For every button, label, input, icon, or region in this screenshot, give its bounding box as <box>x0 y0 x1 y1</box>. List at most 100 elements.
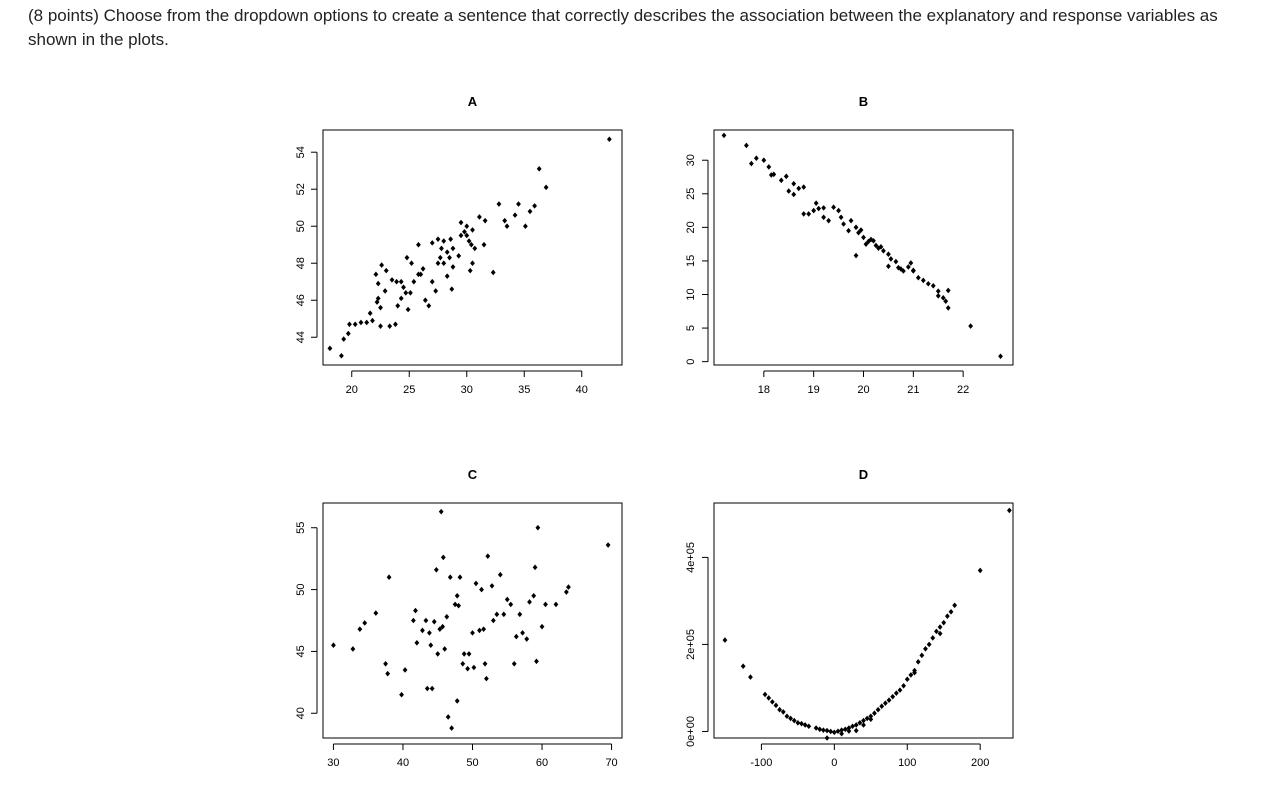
data-point <box>857 719 863 726</box>
x-tick-label: 20 <box>346 384 358 396</box>
data-point <box>743 142 749 149</box>
data-point <box>839 730 845 737</box>
x-tick-label: 70 <box>605 757 617 769</box>
data-point <box>536 166 542 172</box>
data-point <box>364 319 370 326</box>
data-point <box>908 260 914 266</box>
data-point <box>531 592 537 599</box>
data-point <box>773 702 779 709</box>
data-point <box>420 627 425 634</box>
data-point <box>437 626 443 632</box>
data-point <box>977 567 983 574</box>
data-point <box>327 345 333 352</box>
data-point <box>904 676 910 683</box>
data-point <box>362 620 368 626</box>
y-tick-label: 50 <box>295 220 307 232</box>
data-point <box>791 191 797 198</box>
data-point <box>401 284 406 291</box>
y-tick-label: 25 <box>685 188 697 200</box>
data-point <box>331 642 336 649</box>
y-tick-label: 40 <box>295 707 307 719</box>
data-point <box>358 319 364 326</box>
data-point <box>496 201 502 207</box>
y-tick-label: 52 <box>295 183 307 195</box>
data-point <box>411 278 417 285</box>
data-point <box>777 706 783 713</box>
plot-frame <box>713 129 1014 366</box>
x-tick-label: 21 <box>907 384 919 396</box>
data-point <box>926 641 932 648</box>
data-point <box>470 260 475 267</box>
data-point <box>477 214 482 220</box>
data-point <box>449 286 455 292</box>
data-point <box>824 727 830 734</box>
data-point <box>801 211 807 217</box>
data-point <box>403 290 409 296</box>
data-point <box>935 288 941 294</box>
data-point <box>389 277 395 283</box>
y-tick-label: 20 <box>685 221 697 233</box>
data-point <box>553 601 559 608</box>
data-point <box>943 298 949 305</box>
y-tick-label: 45 <box>295 645 307 657</box>
data-point <box>853 252 859 259</box>
data-point <box>824 735 830 741</box>
data-point <box>383 660 388 667</box>
data-point <box>791 717 797 724</box>
data-point <box>523 223 528 230</box>
data-point <box>762 691 768 698</box>
x-tick-label: 19 <box>808 384 820 396</box>
data-point <box>539 623 545 630</box>
data-point <box>826 217 832 224</box>
data-point <box>890 693 896 700</box>
plot-title: C <box>468 467 478 482</box>
data-point <box>441 238 447 244</box>
data-point <box>886 263 891 270</box>
data-point <box>373 610 379 616</box>
y-tick-label: 50 <box>295 583 307 595</box>
data-point <box>444 613 450 620</box>
data-point <box>431 618 437 625</box>
x-tick-label: 200 <box>971 757 989 769</box>
data-point <box>527 599 532 605</box>
data-point <box>441 260 447 267</box>
data-point <box>447 574 453 581</box>
data-point <box>944 613 950 619</box>
data-point <box>442 646 448 652</box>
data-point <box>930 635 936 641</box>
y-tick-label: 2e+05 <box>685 629 697 660</box>
x-tick-label: 100 <box>898 757 916 769</box>
x-tick-label: -100 <box>750 757 772 769</box>
data-point <box>386 574 392 581</box>
data-point <box>490 617 496 624</box>
plot-title: A <box>468 94 478 109</box>
data-point <box>799 720 804 727</box>
data-point <box>489 583 495 589</box>
data-point <box>831 204 836 211</box>
data-point <box>437 254 443 261</box>
data-point <box>831 729 837 736</box>
data-point <box>795 719 801 726</box>
data-point <box>410 617 416 624</box>
data-point <box>888 256 894 262</box>
data-point <box>905 264 911 270</box>
data-point <box>393 321 398 328</box>
data-point <box>861 717 866 724</box>
data-point <box>345 330 351 337</box>
x-tick-label: 30 <box>461 384 473 396</box>
y-tick-label: 55 <box>295 522 307 534</box>
data-point <box>504 596 510 603</box>
data-point <box>820 727 826 733</box>
data-point <box>379 262 385 268</box>
data-point <box>839 727 845 733</box>
y-tick-label: 10 <box>685 288 697 300</box>
data-point <box>454 592 460 599</box>
data-point <box>813 725 819 731</box>
data-point <box>399 691 404 698</box>
data-point <box>449 725 455 731</box>
data-point <box>842 726 848 733</box>
data-point <box>465 665 471 672</box>
x-tick-label: 25 <box>403 384 415 396</box>
data-point <box>508 601 514 608</box>
data-point <box>513 633 519 640</box>
